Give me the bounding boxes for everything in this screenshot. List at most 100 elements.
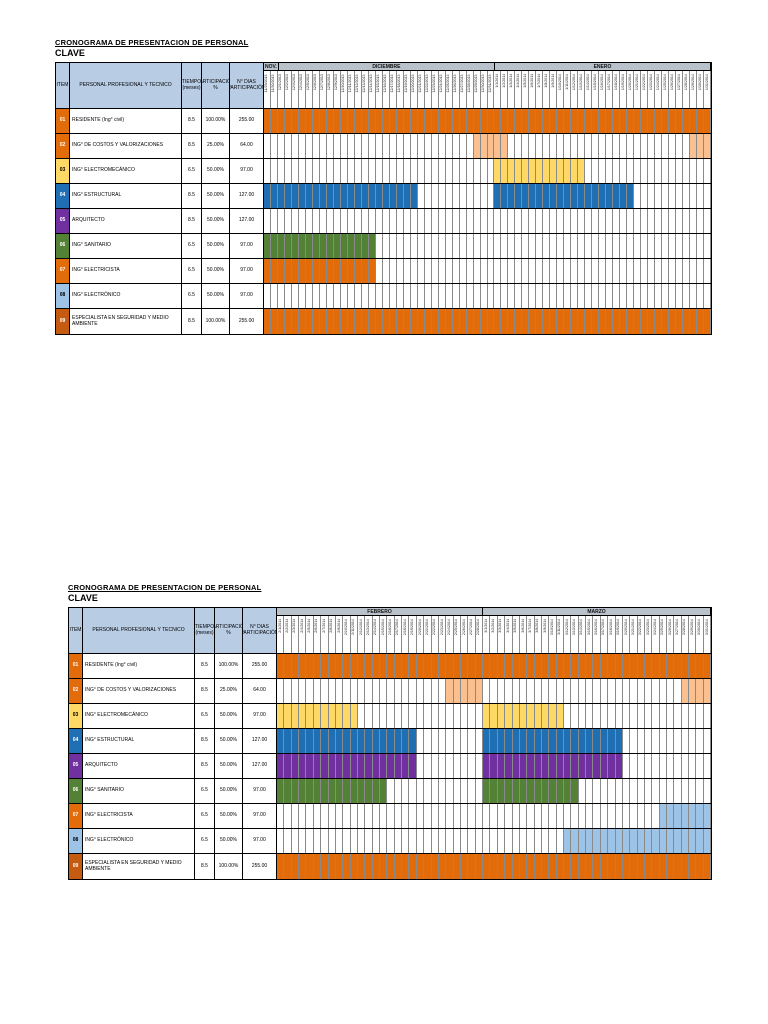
date-header-cell: 3/25/2014	[660, 616, 668, 653]
gantt-day-cell	[453, 134, 460, 158]
gantt-day-cell	[497, 779, 506, 803]
gantt-day-cell	[483, 679, 491, 703]
gantt-day-cell	[652, 779, 660, 803]
gantt-day-cell	[608, 729, 616, 753]
gantt-day-cell	[476, 704, 484, 728]
gantt-day-cell	[361, 259, 369, 283]
gantt-day-cell	[527, 704, 535, 728]
gantt-day-cell	[613, 184, 621, 208]
gantt-row	[264, 309, 711, 334]
personnel-name: ING° SANITARIO	[83, 779, 195, 803]
gantt-day-cell	[669, 109, 677, 133]
gantt-day-cell	[697, 234, 705, 258]
gantt-day-cell	[505, 754, 513, 778]
gantt-day-cell	[397, 134, 404, 158]
date-header-cell: 1/17/2014	[606, 71, 614, 108]
gantt-day-cell	[676, 234, 684, 258]
gantt-day-cell	[409, 779, 417, 803]
gantt-day-cell	[390, 234, 397, 258]
gantt-day-cell	[362, 134, 369, 158]
gantt-day-cell	[549, 779, 557, 803]
gantt-day-cell	[490, 829, 498, 853]
gantt-day-cell	[505, 704, 513, 728]
gantt-day-cell	[306, 804, 314, 828]
gantt-day-cell	[357, 779, 366, 803]
gantt-day-cell	[319, 309, 327, 334]
gantt-day-cell	[490, 779, 498, 803]
gantt-day-cell	[630, 804, 638, 828]
gantt-day-cell	[341, 159, 348, 183]
gantt-day-cell	[372, 779, 381, 803]
gantt-day-cell	[599, 159, 607, 183]
gantt-day-cell	[277, 729, 285, 753]
date-header-cell: 3/3/2014	[498, 616, 506, 653]
date-header-cell: 1/28/2014	[683, 71, 691, 108]
gantt-day-cell	[365, 829, 373, 853]
gantt-day-cell	[586, 779, 594, 803]
header-dias: N° DIAS PARTICIPACIÓN	[243, 608, 277, 653]
gantt-day-cell	[529, 159, 537, 183]
date-header-cell: 1/23/2014	[648, 71, 656, 108]
gantt-day-cell	[341, 209, 348, 233]
gantt-day-cell	[683, 309, 691, 334]
gantt-day-cell	[652, 729, 660, 753]
gantt-day-cell	[446, 654, 454, 678]
gantt-day-cell	[579, 804, 587, 828]
gantt-day-cell	[579, 679, 587, 703]
gantt-day-cell	[620, 259, 628, 283]
gantt-day-cell	[390, 209, 397, 233]
date-header-cell: 1/27/2014	[676, 71, 684, 108]
gantt-day-cell	[314, 829, 322, 853]
dias-value: 255.00	[230, 309, 264, 334]
gantt-day-cell	[277, 234, 285, 258]
gantt-day-cell	[557, 804, 565, 828]
gantt-day-cell	[704, 234, 711, 258]
date-header-cell: 12/4/2013	[299, 71, 306, 108]
gantt-day-cell	[696, 729, 704, 753]
gantt-day-cell	[460, 134, 467, 158]
gantt-day-cell	[460, 854, 469, 879]
schedule-section-2: CRONOGRAMA DE PRESENTACION DE PERSONAL C…	[68, 583, 712, 880]
gantt-day-cell	[335, 754, 344, 778]
date-header-cell: 12/31/2013	[488, 71, 495, 108]
gantt-day-cell	[501, 259, 509, 283]
gantt-day-cell	[681, 854, 690, 879]
gantt-day-cell	[411, 209, 418, 233]
gantt-day-cell	[271, 209, 278, 233]
gantt-day-cell	[409, 829, 417, 853]
gantt-day-cell	[669, 309, 677, 334]
gantt-day-cell	[319, 109, 327, 133]
gantt-day-cell	[571, 679, 579, 703]
gantt-day-cell	[613, 109, 621, 133]
gantt-day-cell	[312, 234, 320, 258]
gantt-day-cell	[615, 829, 623, 853]
gantt-day-cell	[634, 184, 642, 208]
gantt-day-cell	[564, 234, 572, 258]
gantt-day-cell	[497, 854, 506, 879]
gantt-day-cell	[669, 159, 677, 183]
gantt-day-cell	[320, 134, 327, 158]
personnel-name: ARQUITECTO	[70, 209, 182, 233]
gantt-day-cell	[306, 704, 314, 728]
gantt-day-cell	[615, 854, 623, 879]
gantt-day-cell	[690, 134, 698, 158]
gantt-day-cell	[529, 284, 537, 308]
gantt-day-cell	[585, 134, 593, 158]
gantt-day-cell	[508, 259, 516, 283]
gantt-day-cell	[529, 259, 537, 283]
gantt-day-cell	[508, 159, 516, 183]
gantt-day-cell	[348, 134, 355, 158]
date-header-cell: 3/22/2014	[638, 616, 645, 653]
gantt-day-cell	[529, 109, 537, 133]
gantt-day-cell	[534, 704, 542, 728]
date-header-cell: 2/19/2014	[409, 616, 417, 653]
gantt-day-cell	[336, 829, 344, 853]
gantt-day-cell	[402, 679, 410, 703]
gantt-day-cell	[418, 134, 425, 158]
gantt-day-cell	[527, 804, 535, 828]
gantt-day-cell	[326, 234, 334, 258]
gantt-day-cell	[432, 134, 439, 158]
gantt-day-cell	[578, 284, 586, 308]
date-header-cell: 12/18/2013	[397, 71, 404, 108]
gantt-day-cell	[689, 779, 697, 803]
